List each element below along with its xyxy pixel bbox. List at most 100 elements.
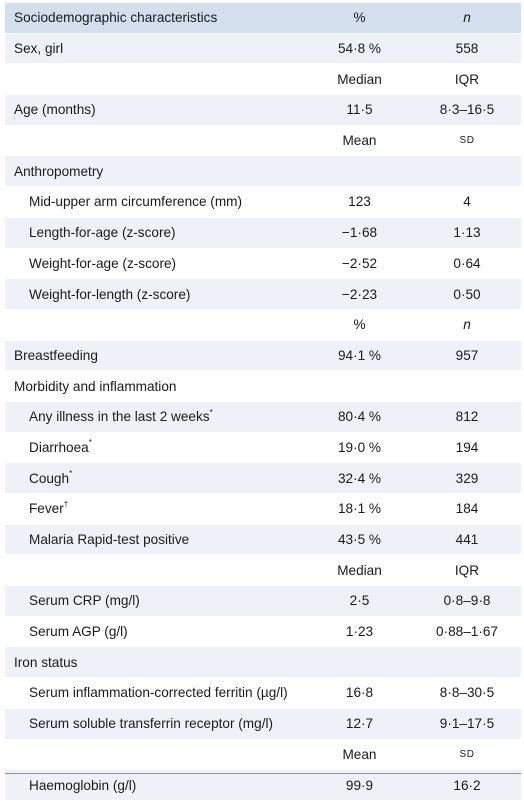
- row-label-text: Serum CRP (mg/l): [29, 593, 140, 609]
- characteristics-table: Sociodemographic characteristics % n Sex…: [5, 3, 521, 801]
- row-label: Any illness in the last 2 weeks*: [5, 407, 306, 425]
- table-bottom-rule: [5, 773, 521, 774]
- row-value-1: Median: [337, 562, 382, 578]
- row-value-2: 0·50: [453, 286, 481, 302]
- table-row: Serum CRP (mg/l) 2·5 0·8–9·8: [5, 586, 521, 617]
- table-row: Median IQR: [5, 64, 521, 96]
- row-value-2: n: [463, 317, 471, 333]
- table-row: Any illness in the last 2 weeks* 80·4 % 81…: [5, 401, 521, 433]
- row-value-1: Mean: [342, 133, 377, 149]
- row-value-2: 16·2: [453, 777, 481, 793]
- table-header-row: Sociodemographic characteristics % n: [5, 3, 521, 34]
- footnote-marker: *: [69, 469, 73, 479]
- row-value-1: −1·68: [341, 225, 378, 241]
- row-label-text: Iron status: [14, 654, 78, 670]
- row-label: Cough*: [5, 469, 306, 486]
- row-label-text: Weight-for-length (z-score): [29, 286, 191, 302]
- table-row: Cough* 32·4 % 329: [5, 463, 521, 494]
- row-label-text: Any illness in the last 2 weeks: [29, 409, 210, 425]
- row-value-2: 0·88–1·67: [436, 624, 498, 640]
- row-value-1: 19·0 %: [337, 439, 382, 455]
- table-row: Age (months) 11·5 8·3–16·5: [5, 95, 521, 126]
- table-row: Sex, girl 54·8 % 558: [5, 33, 521, 65]
- row-label: Weight-for-age (z-score): [5, 256, 306, 271]
- row-label: Serum soluble transferrin receptor (mg/l…: [5, 716, 306, 731]
- row-label-text: Breastfeeding: [14, 347, 98, 363]
- row-label: Age (months): [5, 102, 306, 117]
- header-label: Sociodemographic characteristics: [14, 10, 218, 26]
- row-value-2: 184: [455, 501, 479, 517]
- row-value-1: 94·1 %: [337, 347, 382, 363]
- row-value-2: 0·8–9·8: [443, 593, 491, 609]
- row-value-2: 194: [455, 439, 479, 455]
- table-row: Length-for-age (z-score) −1·68 1·13: [5, 217, 521, 249]
- row-value-1: 11·5: [346, 102, 373, 118]
- table-row: Breastfeeding 94·1 % 957: [5, 340, 521, 372]
- row-label: Weight-for-length (z-score): [5, 287, 306, 302]
- table-row: Diarrhoea* 19·0 % 194: [5, 432, 521, 464]
- row-label: Breastfeeding: [5, 348, 306, 363]
- row-value-2: 558: [455, 41, 479, 57]
- table-row: Mean SD: [5, 739, 521, 771]
- row-label: Iron status: [5, 655, 306, 670]
- table-row: Morbidity and inflammation: [5, 371, 521, 402]
- row-value-2: IQR: [454, 71, 480, 87]
- row-value-1: 16·8: [345, 685, 374, 701]
- row-value-2: SD: [459, 748, 475, 760]
- row-label-text: Serum inflammation-corrected ferritin (µ…: [29, 685, 288, 701]
- row-value-2: 957: [455, 347, 479, 363]
- table-row: Mean SD: [5, 125, 521, 157]
- table-row: Anthropometry: [5, 156, 521, 188]
- table-row: Haemoglobin (g/l) 99·9 16·2: [5, 770, 521, 801]
- row-label-text: Cough: [29, 470, 70, 486]
- row-label: Length-for-age (z-score): [5, 225, 306, 240]
- footnote-marker: †: [63, 499, 69, 509]
- row-label: Serum AGP (g/l): [5, 624, 306, 639]
- row-label: Serum inflammation-corrected ferritin (µ…: [5, 685, 306, 700]
- row-label: Fever†: [5, 499, 306, 517]
- row-value-1: 1·23: [345, 624, 374, 640]
- footnote-marker: *: [88, 438, 92, 448]
- table-row: Weight-for-age (z-score) −2·52 0·64: [5, 248, 521, 280]
- row-value-2: 8·3–16·5: [439, 102, 495, 118]
- table-row: Serum AGP (g/l) 1·23 0·88–1·67: [5, 616, 521, 648]
- row-value-2: 8·8–30·5: [439, 685, 495, 701]
- row-label-text: Malaria Rapid-test positive: [29, 532, 190, 548]
- table-row: Median IQR: [5, 555, 521, 587]
- row-label: Sex, girl: [5, 41, 306, 56]
- row-label-text: Sex, girl: [14, 41, 64, 57]
- row-label: Mid-upper arm circumference (mm): [5, 194, 306, 209]
- row-value-2: 812: [455, 409, 479, 425]
- table-row: Iron status: [5, 647, 521, 679]
- row-value-1: 32·4 %: [337, 470, 382, 486]
- row-value-1: −2·52: [341, 255, 378, 271]
- row-label-text: Mid-upper arm circumference (mm): [29, 194, 243, 210]
- row-value-1: 43·5 %: [337, 532, 382, 548]
- row-label-text: Weight-for-age (z-score): [29, 255, 177, 271]
- row-value-2: 441: [455, 532, 479, 548]
- table-row: Serum soluble transferrin receptor (mg/l…: [5, 708, 521, 740]
- row-label-text: Fever: [29, 501, 64, 517]
- row-label: Haemoglobin (g/l): [5, 778, 306, 793]
- table-row: Serum inflammation-corrected ferritin (µ…: [5, 678, 521, 709]
- row-value-2: 1·13: [453, 225, 481, 241]
- row-value-1: 80·4 %: [337, 409, 382, 425]
- row-label-text: Age (months): [14, 102, 96, 118]
- row-value-1: Mean: [342, 746, 377, 762]
- table-row: % n: [5, 309, 521, 341]
- footnote-marker: *: [209, 407, 213, 417]
- table-row: Malaria Rapid-test positive 43·5 % 441: [5, 524, 521, 556]
- table-row: Weight-for-length (z-score) −2·23 0·50: [5, 279, 521, 310]
- row-value-1: Median: [337, 71, 382, 87]
- table-row: Mid-upper arm circumference (mm) 123 4: [5, 187, 521, 218]
- row-value-2: IQR: [454, 562, 480, 578]
- row-label-text: Haemoglobin (g/l): [29, 777, 137, 793]
- row-label: Morbidity and inflammation: [5, 379, 306, 394]
- row-label-text: Serum AGP (g/l): [29, 624, 128, 640]
- row-value-1: 54·8 %: [337, 41, 382, 57]
- row-label-text: Length-for-age (z-score): [29, 225, 176, 241]
- row-label: Malaria Rapid-test positive: [5, 532, 306, 547]
- row-label-text: Diarrhoea: [29, 439, 89, 455]
- row-label: Diarrhoea*: [5, 438, 306, 455]
- row-value-2: 329: [455, 470, 479, 486]
